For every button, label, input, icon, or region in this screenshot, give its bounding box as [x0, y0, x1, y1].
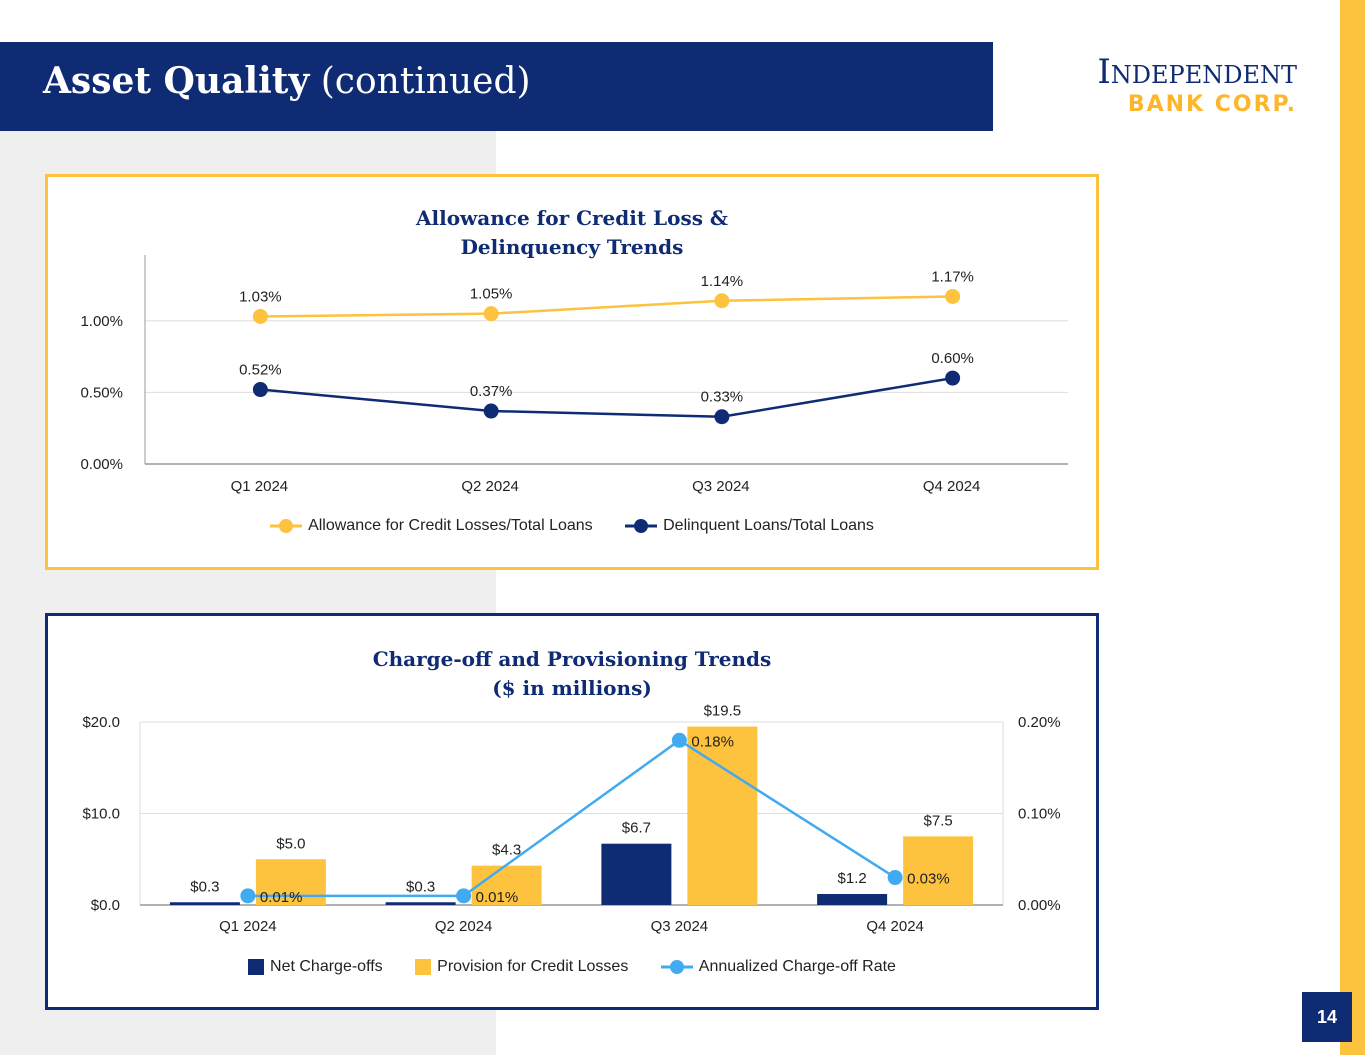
series-line — [260, 376, 953, 418]
x-tick-label: Q4 2024 — [923, 478, 981, 495]
bar — [255, 859, 326, 905]
series-line — [260, 295, 953, 318]
allowance-chart-panel: Allowance for Credit Loss & Delinquency … — [45, 174, 1099, 570]
legend-label-provision: Provision for Credit Losses — [437, 958, 629, 975]
bar — [471, 865, 542, 905]
legend-marker-net-chargeoffs — [248, 958, 265, 975]
right-accent-bar — [1340, 0, 1365, 1055]
x-tick-label: Q3 2024 — [692, 478, 750, 495]
data-point — [252, 382, 268, 398]
bar — [385, 902, 456, 905]
x-tick-label: Q1 2024 — [231, 478, 289, 495]
rate-point — [456, 888, 472, 904]
page-title: Asset Quality (continued) — [43, 60, 531, 102]
data-point — [945, 370, 961, 386]
y-left-tick-label: $10.0 — [82, 806, 120, 823]
allowance-chart-svg: 0.00% 0.50% 1.00% Q1 2024 Q2 2024 Q3 2024 Q4 2… — [80, 255, 1068, 495]
data-label: 0.37% — [470, 383, 513, 400]
rate-point — [240, 888, 256, 904]
y-tick-label: 1.00% — [80, 313, 123, 330]
rate-label: 0.01% — [260, 889, 303, 906]
legend-marker-chargeoff-rate — [660, 959, 693, 974]
bar — [903, 836, 974, 905]
x-tick-label: Q2 2024 — [435, 918, 493, 935]
x-tick-label: Q1 2024 — [219, 918, 277, 935]
data-label: 1.05% — [470, 286, 513, 303]
data-label: 1.14% — [701, 273, 744, 290]
bar-value-label: $4.3 — [492, 842, 521, 859]
data-label: 0.33% — [701, 389, 744, 406]
legend-item-provision: Provision for Credit Losses — [415, 958, 628, 976]
chargeoff-chart-svg: $0.0 $10.0 $20.0 0.00% 0.10% 0.20% $0.3 $0.3 $6.… — [82, 703, 1061, 935]
rate-label: 0.18% — [691, 733, 734, 750]
y-right-tick-label: 0.20% — [1018, 714, 1061, 731]
y-tick-label: 0.50% — [80, 384, 123, 401]
data-label: 1.17% — [931, 268, 974, 285]
rate-point — [887, 870, 903, 886]
bar — [687, 726, 758, 905]
legend-item-net-chargeoffs: Net Charge-offs — [248, 958, 383, 976]
legend-item-chargeoff-rate: Annualized Charge-off Rate — [660, 958, 896, 976]
allowance-chart-legend: Allowance for Credit Losses/Total Loans … — [48, 517, 1096, 535]
chargeoff-chart-panel: Charge-off and Provisioning Trends ($ in… — [45, 613, 1099, 1010]
chargeoff-chart-title-line-1: Charge-off and Provisioning Trends — [372, 647, 772, 671]
legend-item-delinquent: Delinquent Loans/Total Loans — [625, 517, 874, 535]
legend-label-net-chargeoffs: Net Charge-offs — [270, 958, 383, 975]
data-point — [714, 293, 730, 309]
rate-line — [247, 738, 896, 898]
data-label: 1.03% — [239, 289, 282, 306]
x-tick-label: Q2 2024 — [461, 478, 519, 495]
allowance-chart-title-line-1: Allowance for Credit Loss & — [416, 206, 728, 230]
company-logo: Independent BANK CORP. — [1000, 52, 1330, 127]
data-point — [714, 409, 730, 425]
page-number: 14 — [1302, 992, 1352, 1042]
data-point — [483, 306, 499, 322]
x-tick-label: Q3 2024 — [651, 918, 709, 935]
bar-value-label: $7.5 — [924, 812, 953, 829]
legend-label-chargeoff-rate: Annualized Charge-off Rate — [698, 958, 896, 975]
chargeoff-chart-title-line-2: ($ in millions) — [492, 676, 652, 700]
y-left-tick-label: $0.0 — [91, 897, 120, 914]
x-tick-label: Q4 2024 — [866, 918, 924, 935]
data-point — [252, 309, 268, 325]
legend-item-allowance: Allowance for Credit Losses/Total Loans — [270, 517, 593, 535]
allowance-chart-title: Allowance for Credit Loss & Delinquency … — [48, 204, 1096, 262]
chargeoff-chart-legend: Net Charge-offs Provision for Credit Los… — [48, 958, 1096, 976]
bar-value-label: $6.7 — [622, 820, 651, 837]
page-title-bold: Asset Quality — [43, 60, 310, 102]
legend-label-allowance: Allowance for Credit Losses/Total Loans — [308, 517, 593, 534]
legend-marker-delinquent — [625, 518, 658, 533]
header-band — [0, 42, 993, 131]
chargeoff-chart-title: Charge-off and Provisioning Trends ($ in… — [48, 645, 1096, 703]
bar — [817, 894, 888, 905]
page-title-rest: (continued) — [320, 61, 531, 102]
legend-marker-allowance — [270, 518, 303, 533]
data-label: 0.52% — [239, 362, 282, 379]
bar-value-label: $19.5 — [704, 703, 742, 720]
bar-value-label: $1.2 — [838, 870, 867, 887]
bar-value-label: $0.3 — [190, 878, 219, 895]
bar — [169, 902, 240, 905]
data-label: 0.60% — [931, 350, 974, 367]
y-right-tick-label: 0.00% — [1018, 897, 1061, 914]
rate-label: 0.01% — [476, 889, 519, 906]
y-tick-label: 0.00% — [80, 456, 123, 473]
allowance-chart-title-line-2: Delinquency Trends — [460, 235, 684, 259]
logo-line-2: BANK CORP. — [1127, 92, 1297, 117]
legend-marker-provision — [415, 958, 432, 975]
rate-label: 0.03% — [907, 871, 950, 888]
rate-point — [671, 732, 687, 748]
bar-value-label: $5.0 — [276, 835, 305, 852]
y-left-tick-label: $20.0 — [82, 714, 120, 731]
legend-label-delinquent: Delinquent Loans/Total Loans — [663, 517, 874, 534]
y-right-tick-label: 0.10% — [1018, 806, 1061, 823]
bar-value-label: $0.3 — [406, 878, 435, 895]
data-point — [945, 288, 961, 304]
data-point — [483, 403, 499, 419]
logo-line-1: Independent — [1097, 52, 1297, 92]
bar — [601, 843, 672, 905]
